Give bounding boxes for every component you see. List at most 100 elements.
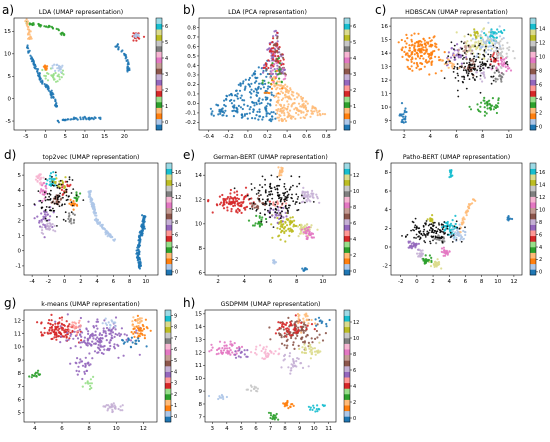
data-point [43, 25, 46, 28]
data-point [482, 53, 485, 56]
data-point [228, 347, 231, 350]
data-point [40, 201, 43, 204]
data-point [133, 331, 136, 334]
data-point [505, 69, 508, 73]
data-point [506, 47, 509, 50]
data-point [40, 212, 43, 215]
data-point [429, 56, 433, 60]
data-point [494, 106, 497, 109]
data-point [46, 222, 49, 225]
data-point [137, 327, 140, 330]
data-point [280, 81, 283, 84]
data-point [421, 249, 424, 252]
data-point [87, 332, 90, 335]
data-point [404, 40, 407, 43]
data-point [60, 71, 63, 74]
data-point [279, 227, 282, 231]
data-point [444, 225, 447, 228]
data-point [271, 236, 274, 239]
data-point [507, 48, 510, 52]
data-point [243, 88, 246, 91]
data-point [457, 48, 460, 51]
data-point [286, 196, 289, 199]
data-point [46, 213, 50, 216]
data-point [276, 328, 279, 331]
data-point [239, 356, 242, 359]
colorbar-swatch [344, 207, 350, 214]
data-point [415, 41, 418, 44]
data-point [286, 190, 289, 193]
chart-title: top2vec (UMAP representation) [43, 154, 140, 161]
colorbar-swatch [344, 252, 350, 259]
panel-letter: c) [375, 3, 386, 17]
data-point [238, 347, 241, 350]
data-point [296, 96, 299, 99]
data-point [279, 114, 282, 117]
data-point [88, 190, 91, 193]
data-point [301, 190, 304, 193]
data-point [512, 50, 515, 53]
data-point [292, 184, 294, 187]
data-point [125, 334, 128, 337]
data-point [428, 223, 431, 226]
colorbar-tick-label: 4 [353, 384, 356, 390]
data-point [51, 328, 54, 331]
data-point [269, 98, 272, 101]
data-point [37, 369, 40, 372]
data-point [212, 114, 215, 117]
data-point [254, 87, 257, 90]
data-point [483, 55, 486, 58]
colorbar-swatch [344, 168, 350, 175]
data-point [500, 78, 503, 81]
data-point [403, 109, 406, 112]
data-point [325, 325, 328, 328]
data-point [417, 236, 419, 238]
data-point [437, 48, 440, 51]
data-point [247, 78, 251, 81]
data-point [65, 189, 67, 191]
data-point [479, 105, 482, 108]
data-point [288, 230, 291, 233]
data-point [297, 315, 300, 318]
colorbar-swatch [344, 62, 350, 69]
data-point [296, 225, 300, 228]
data-point [232, 115, 235, 118]
data-point [114, 328, 117, 331]
data-point [304, 195, 307, 199]
data-point [491, 55, 494, 58]
data-point [457, 74, 459, 77]
data-point [217, 352, 220, 355]
data-point [48, 329, 51, 332]
colorbar-swatch [344, 74, 350, 80]
colorbar-tick-label: 14 [539, 183, 545, 189]
data-point [100, 351, 103, 355]
data-point [85, 343, 88, 346]
colorbar-swatch [530, 235, 536, 242]
data-point [283, 353, 287, 356]
data-point [274, 29, 277, 32]
y-tick-label: 4 [385, 207, 389, 213]
data-point [256, 390, 259, 393]
data-point [500, 30, 503, 34]
data-point [123, 333, 126, 336]
data-point [234, 197, 237, 200]
colorbar-swatch [344, 79, 350, 86]
scatter-points [207, 166, 321, 272]
data-point [502, 47, 505, 50]
data-point [51, 201, 54, 204]
data-point [462, 81, 464, 84]
data-point [218, 203, 222, 206]
data-point [464, 233, 467, 237]
data-point [252, 110, 255, 113]
data-point [110, 235, 113, 238]
data-point [461, 222, 464, 226]
data-point [251, 208, 254, 210]
colorbar-tick-label: 12 [175, 195, 181, 201]
data-point [60, 326, 63, 329]
data-point [287, 407, 290, 410]
data-point [445, 249, 448, 252]
data-point [474, 35, 477, 38]
y-tick-label: 9 [199, 389, 203, 395]
data-point [264, 202, 267, 205]
data-point [230, 201, 233, 204]
